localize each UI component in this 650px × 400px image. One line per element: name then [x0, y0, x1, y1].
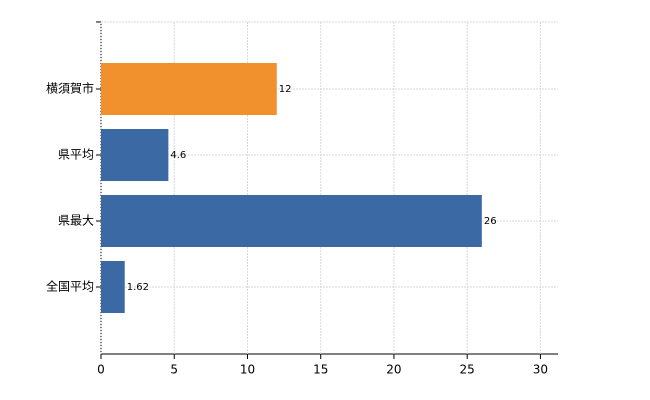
value-label: 26 [484, 216, 497, 227]
x-tick-label: 30 [533, 363, 548, 377]
bar [101, 63, 277, 115]
value-label: 1.62 [127, 282, 149, 293]
y-tick-label: 横須賀市 [46, 81, 94, 96]
x-tick-label: 25 [460, 363, 475, 377]
x-tick-label: 5 [170, 363, 178, 377]
value-label: 12 [279, 84, 292, 95]
x-tick-label: 0 [97, 363, 105, 377]
y-tick-label: 県平均 [58, 148, 94, 162]
value-label: 4.6 [170, 150, 186, 161]
bar [101, 129, 169, 181]
y-tick-label: 県最大 [58, 214, 94, 228]
bar [101, 195, 482, 247]
x-tick-label: 20 [386, 363, 401, 377]
y-tick-label: 全国平均 [46, 279, 94, 294]
x-tick-label: 10 [240, 363, 255, 377]
bar [101, 261, 125, 313]
x-tick-label: 15 [313, 363, 328, 377]
